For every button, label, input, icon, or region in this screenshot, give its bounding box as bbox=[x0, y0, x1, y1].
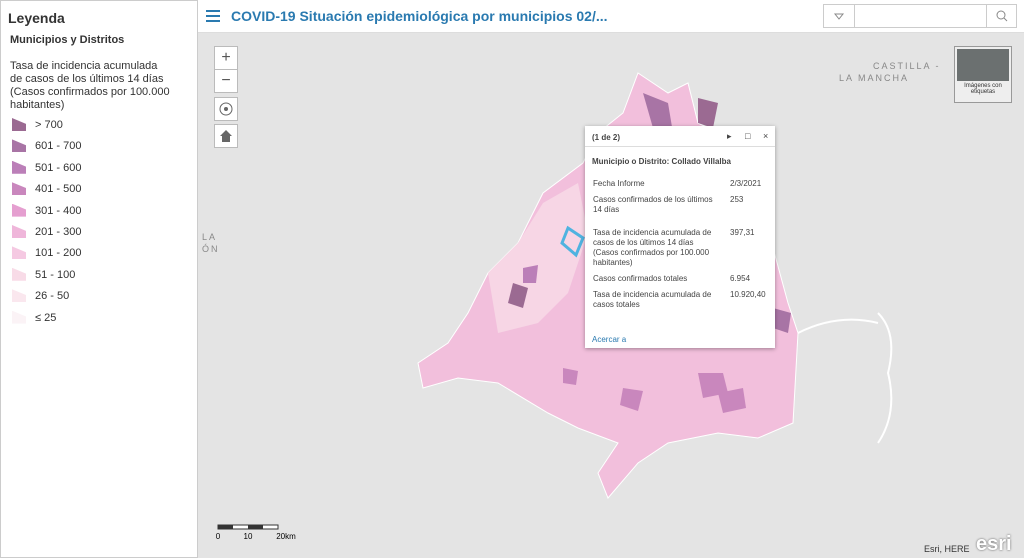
legend-label: 26 - 50 bbox=[35, 290, 70, 303]
legend-item: 201 - 300 bbox=[12, 225, 192, 240]
popup: (1 de 2) ▸ □ × Municipio o Distrito: Col… bbox=[585, 126, 775, 348]
legend-swatch bbox=[12, 225, 26, 238]
legend-swatch bbox=[12, 118, 26, 131]
scale-label: 0 bbox=[216, 532, 221, 541]
popup-field: Casos confirmados totales bbox=[593, 274, 688, 283]
popup-title: Municipio o Distrito: Collado Villalba bbox=[592, 157, 731, 166]
scale-label: 20km bbox=[276, 532, 296, 541]
legend-layer: Municipios y Distritos bbox=[10, 34, 125, 46]
legend-item: > 700 bbox=[12, 118, 192, 133]
popup-value: 6.954 bbox=[730, 274, 751, 283]
map-label: CASTILLA - bbox=[873, 61, 941, 71]
basemap-label: Imágenes con etiquetas bbox=[964, 83, 1002, 95]
legend-item: 601 - 700 bbox=[12, 139, 192, 154]
legend-swatch bbox=[12, 203, 26, 217]
popup-dock[interactable]: □ bbox=[745, 131, 751, 141]
popup-zoom[interactable]: Acercar a bbox=[592, 335, 627, 344]
legend-label: 51 - 100 bbox=[35, 268, 76, 281]
popup-value: 253 bbox=[730, 195, 744, 204]
popup-counter: (1 de 2) bbox=[592, 133, 621, 142]
legend-panel: Leyenda Municipios y Distritos Tasa de i… bbox=[0, 0, 198, 558]
map-label: LA MANCHA bbox=[839, 73, 909, 83]
basemap-thumbnail bbox=[957, 49, 1009, 81]
legend-swatch bbox=[12, 310, 26, 324]
popup-close[interactable]: × bbox=[763, 131, 769, 141]
legend-label: 101 - 200 bbox=[35, 247, 82, 260]
legend-label: 601 - 700 bbox=[35, 140, 82, 153]
legend-title: Leyenda bbox=[8, 10, 65, 26]
scale-bar: 0 10 20km bbox=[216, 524, 296, 541]
popup-value: 10.920,40 bbox=[730, 290, 766, 299]
search-dropdown[interactable] bbox=[824, 5, 855, 27]
search-box[interactable] bbox=[823, 4, 1017, 28]
zoom-in[interactable]: + bbox=[214, 46, 238, 70]
header: COVID-19 Situación epidemiológica por mu… bbox=[198, 0, 1024, 33]
legend-label: 301 - 400 bbox=[35, 204, 82, 217]
legend-label: 401 - 500 bbox=[35, 183, 82, 196]
scale-label: 10 bbox=[244, 532, 253, 541]
legend-item: 51 - 100 bbox=[12, 267, 192, 283]
legend-swatch bbox=[12, 160, 26, 174]
home-button[interactable] bbox=[214, 124, 238, 148]
legend-item: ≤ 25 bbox=[12, 310, 192, 326]
legend-swatch bbox=[12, 267, 26, 281]
locate-button[interactable] bbox=[214, 97, 238, 121]
legend-label: 501 - 600 bbox=[35, 161, 82, 174]
zoom-out[interactable]: − bbox=[214, 69, 238, 93]
popup-field: Tasa de incidencia acumulada de casos to… bbox=[593, 290, 712, 309]
popup-field: Tasa de incidencia acumulada de casos de… bbox=[593, 228, 712, 267]
legend-item: 26 - 50 bbox=[12, 289, 192, 304]
popup-next[interactable]: ▸ bbox=[727, 131, 732, 141]
legend-label: 201 - 300 bbox=[35, 226, 82, 238]
map-label: LA bbox=[202, 232, 217, 242]
esri-logo: esri bbox=[976, 533, 1012, 555]
legend-item: 501 - 600 bbox=[12, 160, 192, 176]
legend-swatch bbox=[12, 246, 26, 260]
legend-label: ≤ 25 bbox=[35, 311, 57, 324]
popup-value: 2/3/2021 bbox=[730, 179, 762, 188]
popup-field: Casos confirmados de los últimos 14 días bbox=[593, 195, 713, 214]
menu-icon[interactable] bbox=[206, 10, 220, 22]
attribution: Esri, HERE bbox=[924, 544, 970, 554]
legend-item: 101 - 200 bbox=[12, 246, 192, 261]
legend-field: Tasa de incidencia acumulada de casos de… bbox=[10, 60, 170, 111]
map-label: ÓN bbox=[202, 244, 220, 254]
legend-swatch bbox=[12, 182, 26, 196]
basemap-toggle[interactable]: Imágenes con etiquetas bbox=[954, 46, 1012, 103]
legend-item: 401 - 500 bbox=[12, 182, 192, 197]
popup-header bbox=[585, 126, 775, 147]
legend-swatch bbox=[12, 139, 26, 153]
legend-swatch bbox=[12, 289, 26, 303]
popup-value: 397,31 bbox=[730, 228, 755, 237]
app-title: COVID-19 Situación epidemiológica por mu… bbox=[231, 8, 608, 24]
legend-label: > 700 bbox=[35, 119, 63, 131]
search-button[interactable] bbox=[986, 5, 1017, 27]
popup-field: Fecha Informe bbox=[593, 179, 645, 188]
legend-item: 301 - 400 bbox=[12, 203, 192, 219]
